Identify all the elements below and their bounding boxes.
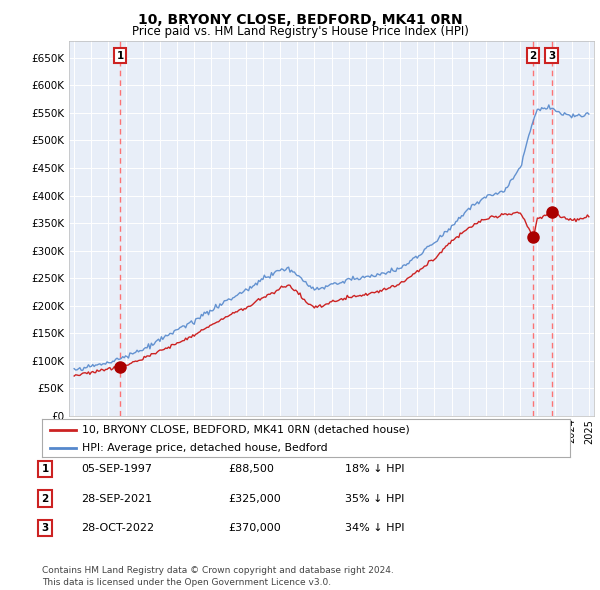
Text: Price paid vs. HM Land Registry's House Price Index (HPI): Price paid vs. HM Land Registry's House … [131, 25, 469, 38]
Text: HPI: Average price, detached house, Bedford: HPI: Average price, detached house, Bedf… [82, 442, 327, 453]
Text: £370,000: £370,000 [228, 523, 281, 533]
Text: 28-SEP-2021: 28-SEP-2021 [81, 494, 152, 503]
Text: 34% ↓ HPI: 34% ↓ HPI [345, 523, 404, 533]
Text: 2: 2 [529, 51, 537, 61]
Text: 10, BRYONY CLOSE, BEDFORD, MK41 0RN: 10, BRYONY CLOSE, BEDFORD, MK41 0RN [137, 13, 463, 27]
Text: 10, BRYONY CLOSE, BEDFORD, MK41 0RN (detached house): 10, BRYONY CLOSE, BEDFORD, MK41 0RN (det… [82, 425, 409, 435]
Text: 05-SEP-1997: 05-SEP-1997 [81, 464, 152, 474]
Text: 3: 3 [41, 523, 49, 533]
Text: £88,500: £88,500 [228, 464, 274, 474]
Text: 3: 3 [548, 51, 555, 61]
Text: £325,000: £325,000 [228, 494, 281, 503]
Text: 35% ↓ HPI: 35% ↓ HPI [345, 494, 404, 503]
Text: 28-OCT-2022: 28-OCT-2022 [81, 523, 154, 533]
Text: 18% ↓ HPI: 18% ↓ HPI [345, 464, 404, 474]
Text: 2: 2 [41, 494, 49, 503]
Text: Contains HM Land Registry data © Crown copyright and database right 2024.
This d: Contains HM Land Registry data © Crown c… [42, 566, 394, 587]
Text: 1: 1 [116, 51, 124, 61]
Text: 1: 1 [41, 464, 49, 474]
